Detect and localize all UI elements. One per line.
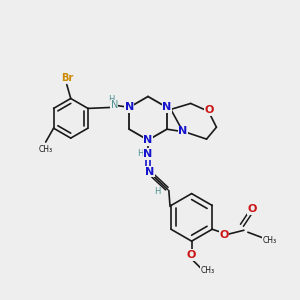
Text: N: N: [178, 126, 188, 136]
Text: Br: Br: [61, 73, 73, 83]
Text: N: N: [124, 102, 134, 112]
Text: O: O: [187, 250, 196, 260]
Text: O: O: [205, 105, 214, 116]
Text: N: N: [111, 100, 118, 110]
Text: CH₃: CH₃: [39, 145, 53, 154]
Text: CH₃: CH₃: [262, 236, 277, 245]
Text: H: H: [108, 95, 115, 104]
Text: H: H: [154, 187, 160, 196]
Text: N: N: [146, 167, 154, 177]
Text: O: O: [219, 230, 229, 240]
Text: H: H: [137, 149, 143, 158]
Text: N: N: [162, 102, 172, 112]
Text: O: O: [247, 204, 256, 214]
Text: CH₃: CH₃: [200, 266, 214, 275]
Text: N: N: [143, 149, 153, 159]
Text: N: N: [143, 135, 153, 145]
